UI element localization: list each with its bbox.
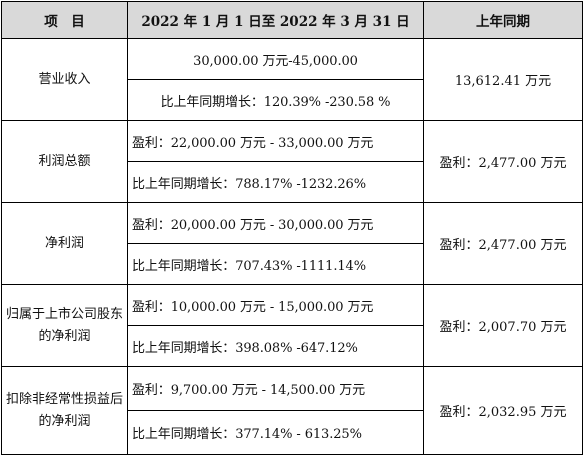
estimate-attributable-net-profit: 盈利：10,000.00 万元 - 15,000.00 万元 <box>127 284 424 326</box>
estimate-net-profit: 盈利：20,000.00 万元 - 30,000.00 万元 <box>127 202 424 244</box>
table-row: 比上年同期增长：377.14% - 613.25% <box>2 410 583 455</box>
prior-revenue: 13,612.41 万元 <box>423 38 583 121</box>
table-header-row: 项 目 2022 年 1 月 1 日至 2022 年 3 月 31 日 上年同期 <box>1 1 583 39</box>
table-row: 比上年同期增长：788.17% -1232.26% <box>2 161 583 203</box>
table-row: 营业收入 30,000.00 万元-45,000.00 13,612.41 万元 <box>1 38 583 121</box>
prior-net-profit: 盈利：2,477.00 万元 <box>423 202 583 285</box>
row-item-total-profit: 利润总额 <box>1 120 128 203</box>
growth-attributable-net-profit: 比上年同期增长：398.08% -647.12% <box>127 325 424 367</box>
header-item: 项 目 <box>1 1 128 39</box>
prior-attributable-net-profit: 盈利：2,007.70 万元 <box>423 284 583 367</box>
estimate-total-profit: 盈利：22,000.00 万元 - 33,000.00 万元 <box>127 120 424 162</box>
table-row: 比上年同期增长：120.39% -230.58 % <box>2 79 583 121</box>
row-item-deducted-net-profit: 扣除非经常性损益后的净利润 <box>1 366 128 455</box>
growth-total-profit: 比上年同期增长：788.17% -1232.26% <box>127 161 424 203</box>
row-item-revenue: 营业收入 <box>1 38 128 121</box>
row-item-attributable-net-profit: 归属于上市公司股东的净利润 <box>1 284 128 367</box>
table-row: 扣除非经常性损益后的净利润 盈利：9,700.00 万元 - 14,500.00… <box>1 366 583 455</box>
table-row: 净利润 盈利：20,000.00 万元 - 30,000.00 万元 盈利：2,… <box>1 202 583 285</box>
prior-deducted-net-profit: 盈利：2,032.95 万元 <box>423 366 583 455</box>
header-period: 2022 年 1 月 1 日至 2022 年 3 月 31 日 <box>127 1 424 39</box>
table-row: 利润总额 盈利：22,000.00 万元 - 33,000.00 万元 盈利：2… <box>1 120 583 203</box>
table-row: 归属于上市公司股东的净利润 盈利：10,000.00 万元 - 15,000.0… <box>1 284 583 367</box>
estimate-deducted-net-profit: 盈利：9,700.00 万元 - 14,500.00 万元 <box>127 366 424 411</box>
header-prior: 上年同期 <box>423 1 583 39</box>
row-item-net-profit: 净利润 <box>1 202 128 285</box>
growth-revenue: 比上年同期增长：120.39% -230.58 % <box>127 79 424 121</box>
growth-net-profit: 比上年同期增长：707.43% -1111.14% <box>127 243 424 285</box>
prior-total-profit: 盈利：2,477.00 万元 <box>423 120 583 203</box>
table-row: 比上年同期增长：398.08% -647.12% <box>2 325 583 367</box>
growth-deducted-net-profit: 比上年同期增长：377.14% - 613.25% <box>127 410 424 455</box>
estimate-revenue: 30,000.00 万元-45,000.00 <box>127 38 424 80</box>
